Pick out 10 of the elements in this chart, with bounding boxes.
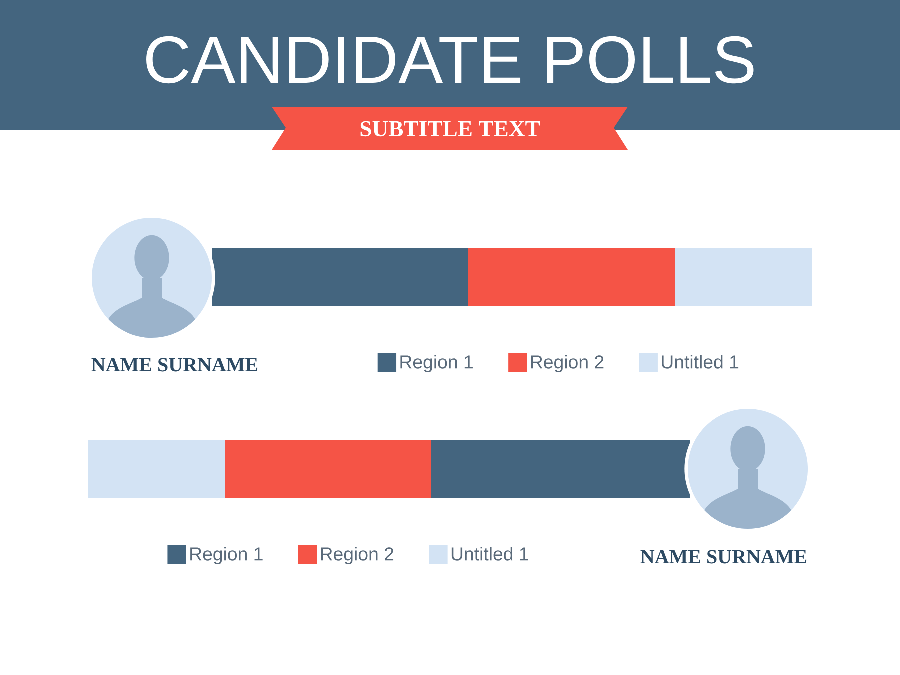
legend-label: Region 1 [190,547,263,564]
chart-subtitle: SUBTITLE TEXT [360,121,540,137]
legend-label: Untitled 1 [452,547,528,561]
legend-label: Region 2 [321,547,394,564]
text: NAME SURNAME [92,358,258,372]
chart-title: CANDIDATE POLLS [146,36,754,84]
legend-label: Region 2 [531,355,604,372]
legend-label: Untitled 1 [662,355,739,369]
text: NAME SURNAME [640,550,807,564]
legend-label: Region 1 [400,355,473,372]
